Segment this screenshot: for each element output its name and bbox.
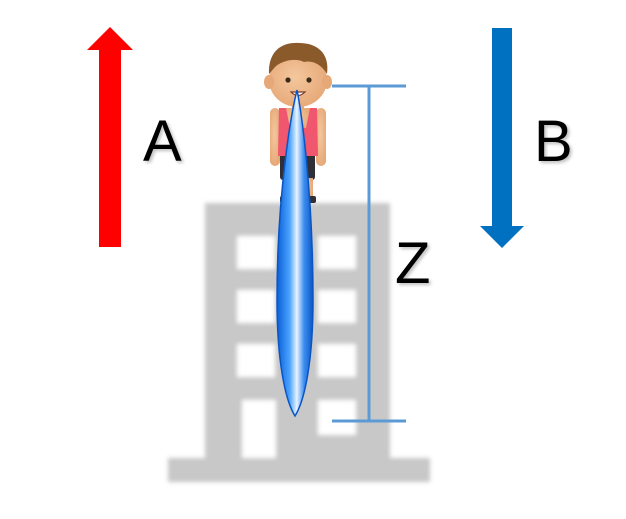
- height-measure-z: [332, 84, 406, 423]
- label-a: A: [143, 109, 182, 174]
- label-b: B: [534, 109, 573, 174]
- building-window: [237, 290, 275, 323]
- building-door: [242, 400, 276, 458]
- arrow-b-down: [480, 28, 524, 248]
- water-drop-icon: [276, 89, 314, 418]
- building-window: [318, 344, 356, 377]
- building-window: [318, 236, 356, 269]
- building-window: [318, 400, 356, 435]
- building-window: [237, 236, 275, 269]
- label-z: Z: [395, 231, 431, 296]
- building-window: [237, 344, 275, 377]
- arrow-a-up: [87, 27, 133, 247]
- building-window: [318, 290, 356, 323]
